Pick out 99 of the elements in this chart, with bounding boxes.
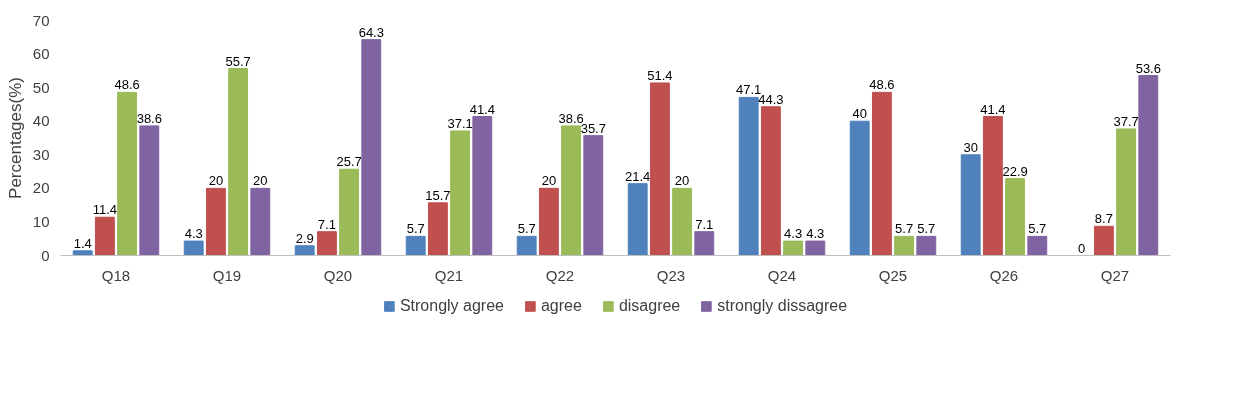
bar bbox=[516, 235, 537, 256]
bar bbox=[916, 235, 937, 256]
bar bbox=[561, 125, 582, 256]
bar bbox=[228, 68, 249, 256]
x-tick-label: Q24 bbox=[767, 266, 797, 284]
y-tick-label: 50 bbox=[32, 78, 50, 96]
data-label: 21.4 bbox=[625, 168, 651, 184]
bar bbox=[361, 39, 382, 256]
data-label: 8.7 bbox=[1094, 211, 1113, 227]
bar bbox=[805, 240, 826, 256]
y-tick-label: 40 bbox=[32, 112, 50, 130]
bar bbox=[849, 120, 870, 256]
bar bbox=[738, 96, 759, 256]
bar bbox=[183, 240, 204, 256]
data-label: 20 bbox=[541, 173, 557, 189]
bar bbox=[250, 187, 271, 256]
data-label: 30 bbox=[963, 139, 978, 155]
bar bbox=[1005, 178, 1026, 256]
bar bbox=[117, 91, 138, 256]
data-label: 5.7 bbox=[517, 221, 536, 237]
bar bbox=[760, 106, 781, 256]
x-tick-label: Q20 bbox=[323, 266, 353, 284]
data-label: 22.9 bbox=[1002, 163, 1028, 179]
y-tick-label: 30 bbox=[32, 145, 50, 163]
x-tick-label: Q25 bbox=[878, 266, 908, 284]
bar bbox=[72, 250, 93, 256]
bar bbox=[960, 154, 981, 256]
bar bbox=[672, 187, 693, 256]
x-tick-label: Q27 bbox=[1100, 266, 1130, 284]
data-label: 11.4 bbox=[92, 202, 118, 218]
bar bbox=[450, 130, 471, 256]
legend-label: strongly dissagree bbox=[717, 297, 848, 315]
bar bbox=[627, 183, 648, 256]
bar bbox=[649, 82, 670, 256]
data-label: 37.1 bbox=[447, 115, 473, 131]
bar bbox=[139, 125, 160, 256]
data-label: 0 bbox=[1078, 240, 1086, 256]
data-label: 20 bbox=[674, 173, 690, 189]
bar bbox=[1138, 75, 1159, 256]
data-label: 40 bbox=[852, 106, 867, 122]
data-label: 4.3 bbox=[784, 226, 803, 242]
data-label: 41.4 bbox=[469, 101, 495, 117]
data-label: 55.7 bbox=[225, 53, 251, 69]
data-label: 53.6 bbox=[1135, 60, 1161, 76]
bar bbox=[427, 202, 448, 256]
bar bbox=[783, 240, 804, 256]
bar bbox=[94, 216, 115, 256]
data-label: 1.4 bbox=[73, 235, 92, 251]
data-label: 38.6 bbox=[136, 110, 162, 126]
bar bbox=[1116, 128, 1137, 256]
bar bbox=[694, 231, 715, 256]
data-label: 20 bbox=[253, 173, 268, 189]
y-tick-label: 20 bbox=[32, 179, 50, 197]
data-label: 5.7 bbox=[1028, 221, 1047, 237]
bar bbox=[205, 187, 226, 256]
data-label: 4.3 bbox=[184, 226, 203, 242]
data-label: 5.7 bbox=[895, 221, 914, 237]
bar bbox=[1027, 235, 1048, 256]
data-label: 7.1 bbox=[695, 216, 714, 232]
legend-label: Strongly agree bbox=[399, 297, 504, 315]
y-tick-label: 10 bbox=[32, 212, 50, 230]
x-tick-label: Q19 bbox=[212, 266, 242, 284]
bar bbox=[1093, 225, 1114, 256]
bar bbox=[316, 231, 337, 256]
bar bbox=[472, 116, 493, 256]
data-label: 2.9 bbox=[295, 230, 314, 246]
data-label: 48.6 bbox=[869, 77, 895, 93]
bar bbox=[982, 116, 1003, 256]
data-label: 15.7 bbox=[425, 187, 451, 203]
bar bbox=[339, 168, 360, 256]
bar bbox=[583, 135, 604, 256]
data-label: 64.3 bbox=[358, 24, 384, 40]
data-label: 7.1 bbox=[317, 216, 336, 232]
data-label: 47.1 bbox=[736, 82, 762, 98]
x-tick-label: Q22 bbox=[545, 266, 575, 284]
legend-label: agree bbox=[540, 297, 582, 315]
data-label: 48.6 bbox=[114, 77, 140, 93]
bar bbox=[538, 187, 559, 256]
y-tick-label: 60 bbox=[32, 45, 50, 63]
data-label: 41.4 bbox=[980, 101, 1006, 117]
data-label: 4.3 bbox=[806, 226, 825, 242]
data-label: 25.7 bbox=[336, 154, 362, 170]
y-tick-label: 0 bbox=[41, 246, 50, 264]
y-axis-title: Percentages(%) bbox=[5, 77, 25, 199]
bar bbox=[894, 235, 915, 256]
data-label: 5.7 bbox=[917, 221, 936, 237]
x-tick-label: Q21 bbox=[434, 266, 464, 284]
data-label: 51.4 bbox=[647, 67, 673, 83]
bar bbox=[871, 91, 892, 256]
x-tick-label: Q23 bbox=[656, 266, 686, 284]
bar bbox=[294, 245, 315, 256]
x-tick-label: Q26 bbox=[989, 266, 1019, 284]
x-tick-label: Q18 bbox=[101, 266, 131, 284]
data-label: 20 bbox=[208, 173, 224, 189]
bar bbox=[405, 235, 426, 256]
data-label: 5.7 bbox=[406, 221, 425, 237]
y-tick-label: 70 bbox=[32, 11, 50, 29]
data-label: 37.7 bbox=[1113, 113, 1139, 129]
legend-label: disagree bbox=[618, 297, 681, 315]
